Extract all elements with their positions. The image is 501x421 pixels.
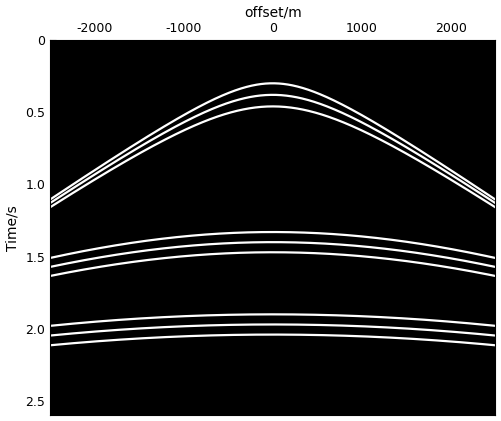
Y-axis label: Time/s: Time/s (6, 205, 20, 250)
X-axis label: offset/m: offset/m (244, 5, 302, 19)
